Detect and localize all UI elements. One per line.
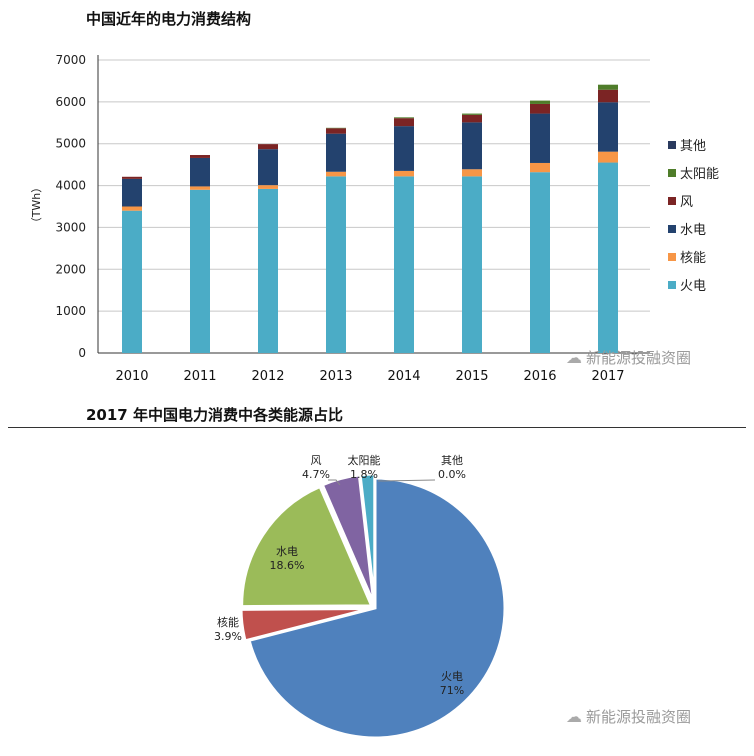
bar-segment-水电	[462, 122, 482, 170]
bar-segment-水电	[122, 178, 142, 207]
bar-segment-水电	[190, 157, 210, 187]
bar-segment-火电	[598, 162, 618, 353]
bar-chart-title: 中国近年的电力消费结构	[86, 10, 252, 28]
y-tick-label: 4000	[55, 179, 86, 193]
watermark-text: 新能源投融资圈	[586, 708, 692, 726]
bar-segment-风	[462, 114, 482, 123]
x-tick-label: 2016	[523, 369, 556, 384]
divider	[8, 427, 746, 428]
x-tick-label: 2010	[115, 369, 148, 384]
pie-label: 其他	[441, 454, 463, 467]
bar-segment-水电	[530, 113, 550, 163]
pie-label: 太阳能	[348, 453, 381, 467]
pie-chart-title: 2017 年中国电力消费中各类能源占比	[86, 406, 343, 424]
legend-label: 风	[680, 195, 693, 210]
pie-slice-核能	[239, 607, 372, 643]
x-tick-label: 2014	[387, 369, 420, 384]
watermark: ☁ 新能源投融资圈	[566, 706, 691, 727]
legend-swatch	[668, 225, 676, 233]
bar-segment-风	[598, 89, 618, 103]
pie-label: 风	[311, 454, 322, 467]
bar-segment-风	[258, 144, 278, 150]
legend-swatch	[668, 169, 676, 177]
bar-segment-火电	[190, 189, 210, 353]
pie-value: 18.6%	[270, 559, 305, 572]
wechat-icon: ☁	[566, 707, 582, 726]
bar-segment-水电	[598, 102, 618, 152]
bar-segment-核能	[598, 151, 618, 163]
bar-segment-太阳能	[394, 117, 414, 119]
x-tick-label: 2015	[455, 369, 488, 384]
bar-segment-水电	[394, 126, 414, 171]
bar-segment-核能	[190, 186, 210, 190]
y-tick-label: 7000	[55, 53, 86, 67]
bar-segment-火电	[122, 210, 142, 353]
bar-segment-太阳能	[530, 100, 550, 104]
pie-value: 3.9%	[214, 630, 242, 643]
legend-swatch	[668, 197, 676, 205]
pie-value: 1.8%	[350, 468, 378, 481]
y-tick-label: 2000	[55, 262, 86, 276]
wechat-icon: ☁	[566, 348, 582, 367]
bar-segment-核能	[326, 171, 346, 177]
leader-line	[377, 479, 436, 482]
x-tick-label: 2011	[183, 369, 216, 384]
pie-label: 核能	[217, 615, 239, 629]
bar-segment-风	[394, 118, 414, 127]
bar-chart: 0 1000 2000 3000 4000 5000 6000 7000 （TWh） 2010 20…	[30, 53, 719, 384]
watermark: ☁ 新能源投融资圈	[566, 347, 691, 368]
legend-swatch	[668, 141, 676, 149]
x-tick-label: 2012	[251, 369, 284, 384]
bar-segment-核能	[530, 162, 550, 173]
y-tick-label: 5000	[55, 137, 86, 151]
x-tick-label: 2013	[319, 369, 352, 384]
bar-segment-风	[326, 128, 346, 134]
bar-segment-水电	[258, 149, 278, 186]
x-tick-label: 2017	[591, 369, 624, 384]
pie-value: 0.0%	[438, 468, 466, 481]
legend-label: 太阳能	[680, 167, 719, 182]
bar-segment-火电	[394, 176, 414, 353]
leader-line	[328, 479, 341, 486]
bar-segment-风	[530, 103, 550, 114]
legend-label: 核能	[680, 251, 706, 266]
pie-label: 火电	[441, 670, 463, 683]
bar-segment-太阳能	[462, 113, 482, 115]
bar-segment-核能	[258, 185, 278, 189]
y-tick-label: 1000	[55, 304, 86, 318]
legend-label: 水电	[680, 223, 706, 238]
pie-value: 4.7%	[302, 468, 330, 481]
y-axis-label: （TWh）	[30, 182, 43, 229]
bar-segment-火电	[326, 176, 346, 353]
y-tick-label: 3000	[55, 220, 86, 234]
bar-segment-风	[190, 155, 210, 158]
bar-segment-火电	[258, 188, 278, 353]
pie-value: 71%	[440, 684, 464, 697]
legend-swatch	[668, 253, 676, 261]
legend-label: 火电	[680, 279, 706, 294]
bar-segment-火电	[530, 172, 550, 353]
pie-label: 水电	[276, 545, 298, 558]
bar-segment-太阳能	[598, 84, 618, 90]
bar-segment-风	[122, 176, 142, 179]
bar-segment-核能	[394, 170, 414, 177]
legend-label: 其他	[680, 139, 706, 154]
legend-swatch	[668, 281, 676, 289]
bar-segment-核能	[122, 206, 142, 211]
bar-segment-核能	[462, 169, 482, 177]
pie-slice-水电	[240, 484, 374, 609]
pie-slice-火电	[247, 476, 507, 740]
y-tick-label: 6000	[55, 95, 86, 109]
bar-segment-火电	[462, 176, 482, 353]
watermark-text: 新能源投融资圈	[586, 349, 692, 367]
pie-slice-太阳能	[358, 472, 377, 605]
y-tick-label: 0	[78, 346, 86, 360]
bar-segment-水电	[326, 133, 346, 172]
